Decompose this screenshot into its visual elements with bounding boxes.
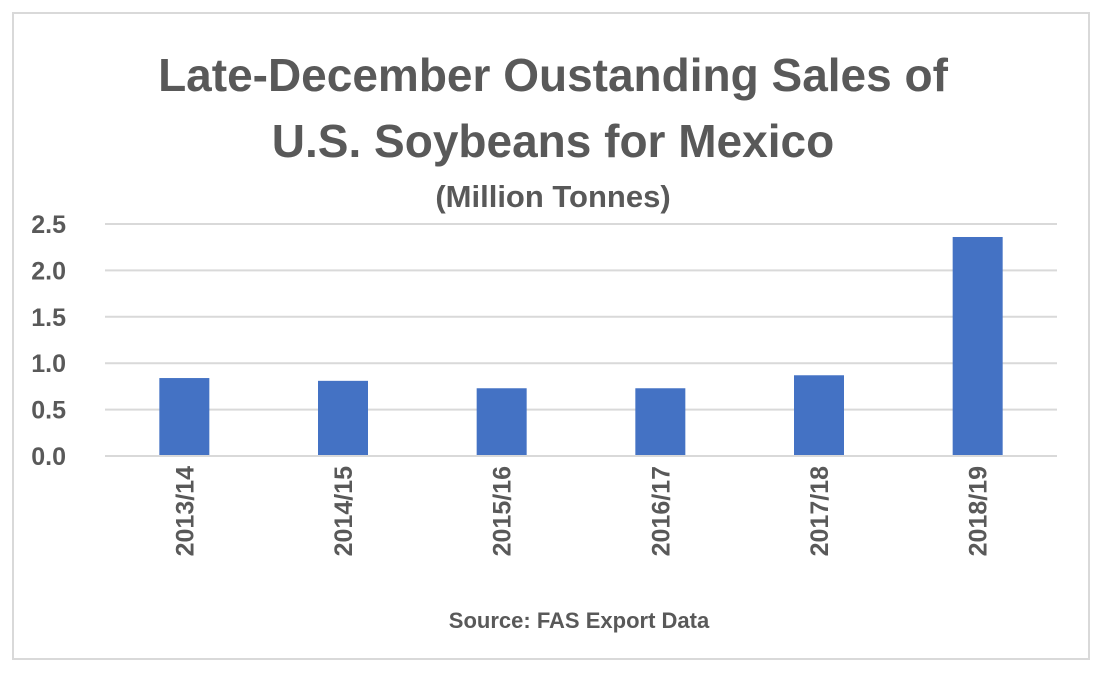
- chart-subtitle: (Million Tonnes): [435, 179, 671, 214]
- bar-2017-18: [794, 375, 844, 456]
- y-tick-label: 0.0: [31, 443, 66, 471]
- x-tick-label: 2014/15: [330, 466, 358, 556]
- source-label: Source: FAS Export Data: [449, 608, 710, 633]
- bar-2015-16: [476, 388, 527, 456]
- y-tick-label: 2.0: [31, 257, 66, 285]
- x-tick-label: 2013/14: [171, 466, 199, 556]
- chart-title-line-1: Late-December Oustanding Sales of: [158, 49, 948, 101]
- y-tick-label: 1.5: [31, 304, 66, 332]
- chart-title-line-2: U.S. Soybeans for Mexico: [271, 115, 835, 167]
- x-tick-label: 2015/16: [489, 466, 517, 556]
- x-tick-label: 2016/17: [647, 466, 675, 556]
- chart-frame: [12, 12, 1090, 660]
- bar-2016-17: [635, 388, 686, 456]
- x-tick-label: 2018/19: [965, 466, 993, 556]
- y-tick-label: 0.5: [31, 397, 66, 425]
- bar-2014-15: [318, 380, 368, 456]
- y-tick-label: 1.0: [31, 350, 66, 378]
- y-tick-label: 2.5: [31, 211, 66, 239]
- bar-2013-14: [159, 378, 210, 456]
- x-tick-label: 2017/18: [806, 466, 834, 556]
- bar-2018-19: [952, 236, 1003, 456]
